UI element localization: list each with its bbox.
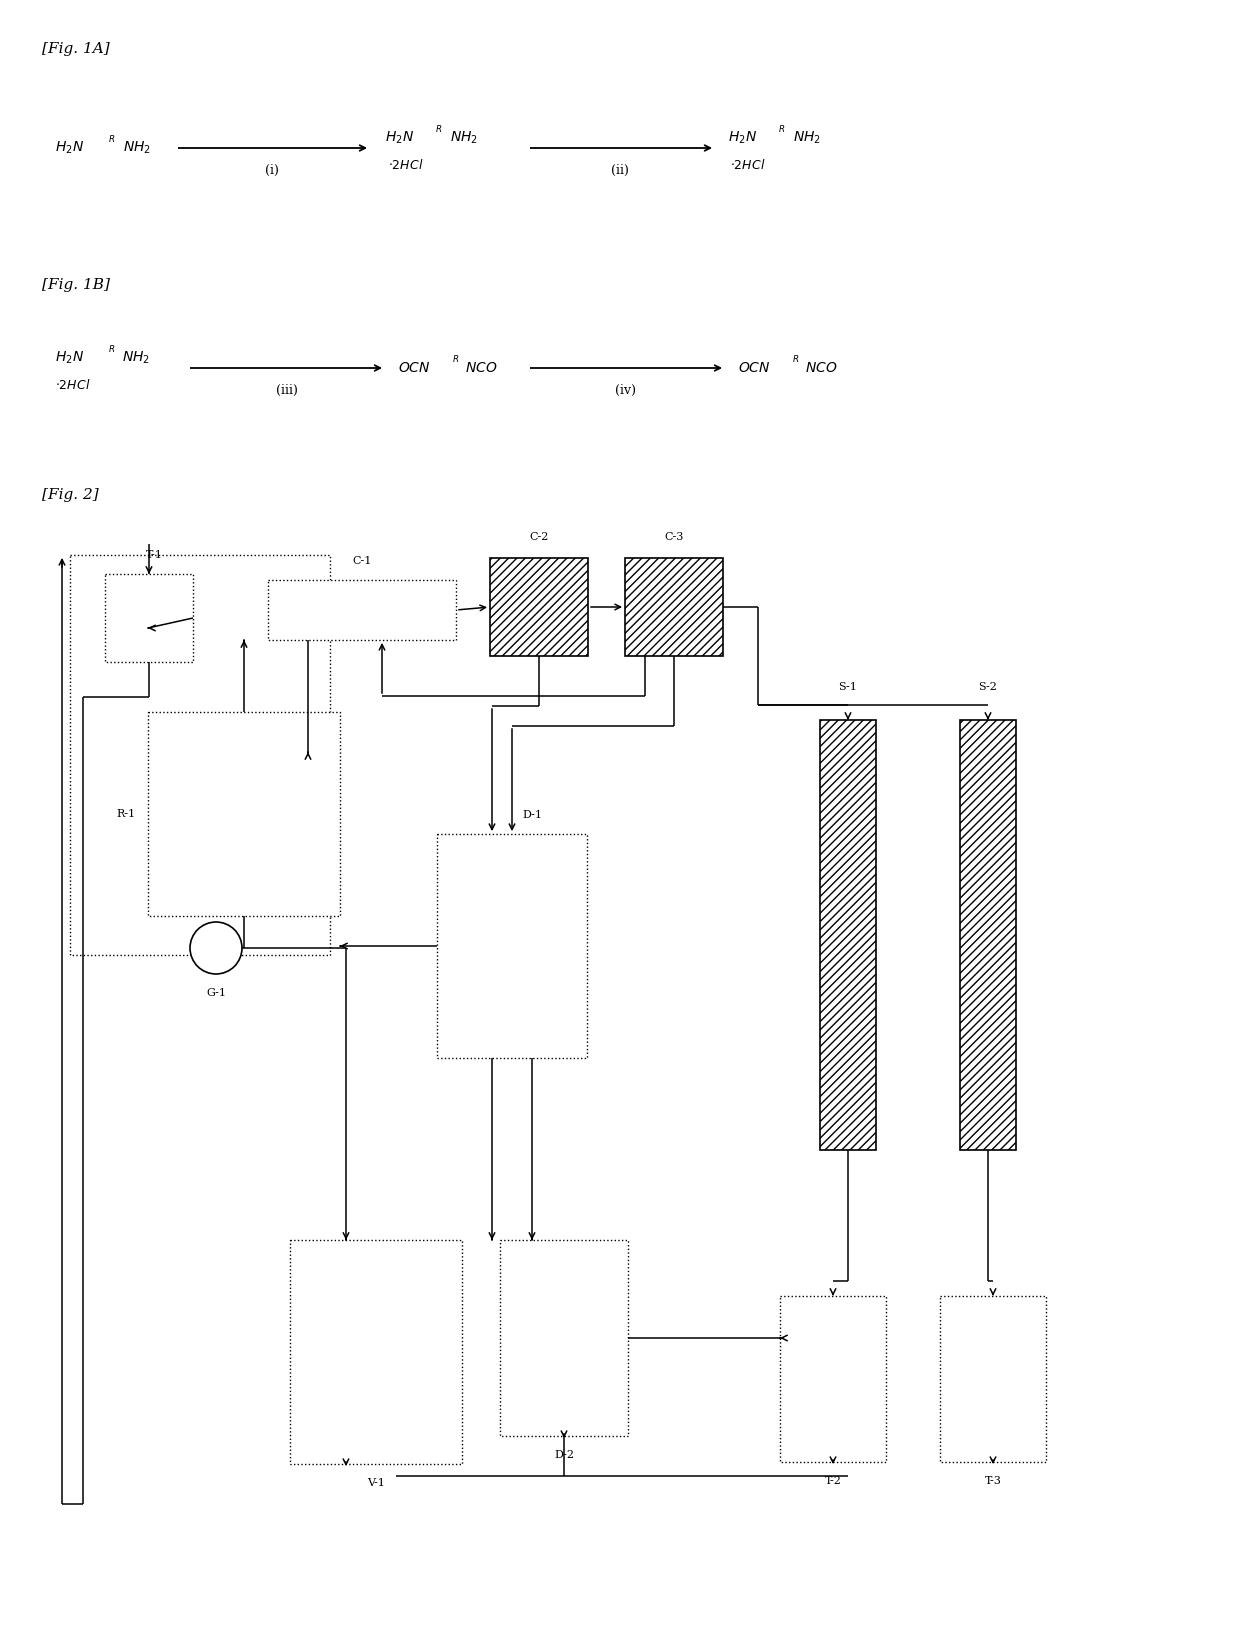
- Text: $NCO$: $NCO$: [805, 361, 837, 374]
- Text: S-1: S-1: [838, 681, 857, 693]
- Bar: [820, 721, 875, 1150]
- Text: $NH_2$: $NH_2$: [123, 141, 151, 157]
- Text: D-2: D-2: [554, 1449, 574, 1461]
- Text: $OCN$: $OCN$: [398, 361, 430, 374]
- Text: $_R$: $_R$: [435, 121, 443, 134]
- Text: (i): (i): [265, 163, 279, 176]
- Text: $NH_2$: $NH_2$: [794, 129, 821, 145]
- Bar: [436, 833, 587, 1057]
- Text: (iv): (iv): [615, 384, 635, 397]
- Text: $\cdot 2HCl$: $\cdot 2HCl$: [730, 158, 765, 172]
- Text: $H_2N$: $H_2N$: [384, 129, 414, 145]
- Text: T-2: T-2: [825, 1476, 842, 1485]
- Text: [Fig. 2]: [Fig. 2]: [42, 489, 99, 502]
- Text: $_R$: $_R$: [108, 131, 115, 144]
- Text: $_R$: $_R$: [792, 351, 800, 364]
- Text: $NH_2$: $NH_2$: [450, 129, 479, 145]
- Text: (ii): (ii): [611, 163, 629, 176]
- Text: [Fig. 1A]: [Fig. 1A]: [42, 42, 110, 56]
- Text: D-1: D-1: [522, 810, 542, 820]
- Bar: [960, 721, 1016, 1150]
- Text: G-1: G-1: [206, 989, 226, 998]
- Text: $NH_2$: $NH_2$: [122, 350, 150, 366]
- Circle shape: [190, 922, 242, 974]
- Text: V-1: V-1: [367, 1479, 384, 1489]
- Text: C-2: C-2: [529, 533, 548, 542]
- Text: $_R$: $_R$: [777, 121, 785, 134]
- Bar: [940, 1296, 1047, 1462]
- Bar: [780, 1296, 887, 1462]
- Text: C-1: C-1: [352, 556, 372, 565]
- Bar: [148, 712, 340, 917]
- Text: [Fig. 1B]: [Fig. 1B]: [42, 278, 110, 292]
- Bar: [500, 1240, 627, 1436]
- Text: S-2: S-2: [978, 681, 997, 693]
- Text: $NCO$: $NCO$: [465, 361, 497, 374]
- Text: (iii): (iii): [277, 384, 298, 397]
- Text: $\cdot 2HCl$: $\cdot 2HCl$: [55, 377, 91, 392]
- Text: T-3: T-3: [985, 1476, 1002, 1485]
- Text: $H_2N$: $H_2N$: [55, 141, 84, 157]
- Text: T-1: T-1: [145, 551, 162, 560]
- Text: $H_2N$: $H_2N$: [55, 350, 84, 366]
- Bar: [290, 1240, 463, 1464]
- Bar: [625, 557, 723, 655]
- Bar: [268, 580, 456, 641]
- Text: C-3: C-3: [665, 533, 683, 542]
- Text: R-1: R-1: [117, 809, 136, 819]
- Text: $_R$: $_R$: [453, 351, 459, 364]
- Text: $OCN$: $OCN$: [738, 361, 770, 374]
- Bar: [69, 556, 330, 954]
- Text: $\cdot 2HCl$: $\cdot 2HCl$: [388, 158, 423, 172]
- Text: $H_2N$: $H_2N$: [728, 129, 756, 145]
- Bar: [105, 574, 193, 662]
- Text: $_R$: $_R$: [108, 342, 115, 355]
- Bar: [490, 557, 588, 655]
